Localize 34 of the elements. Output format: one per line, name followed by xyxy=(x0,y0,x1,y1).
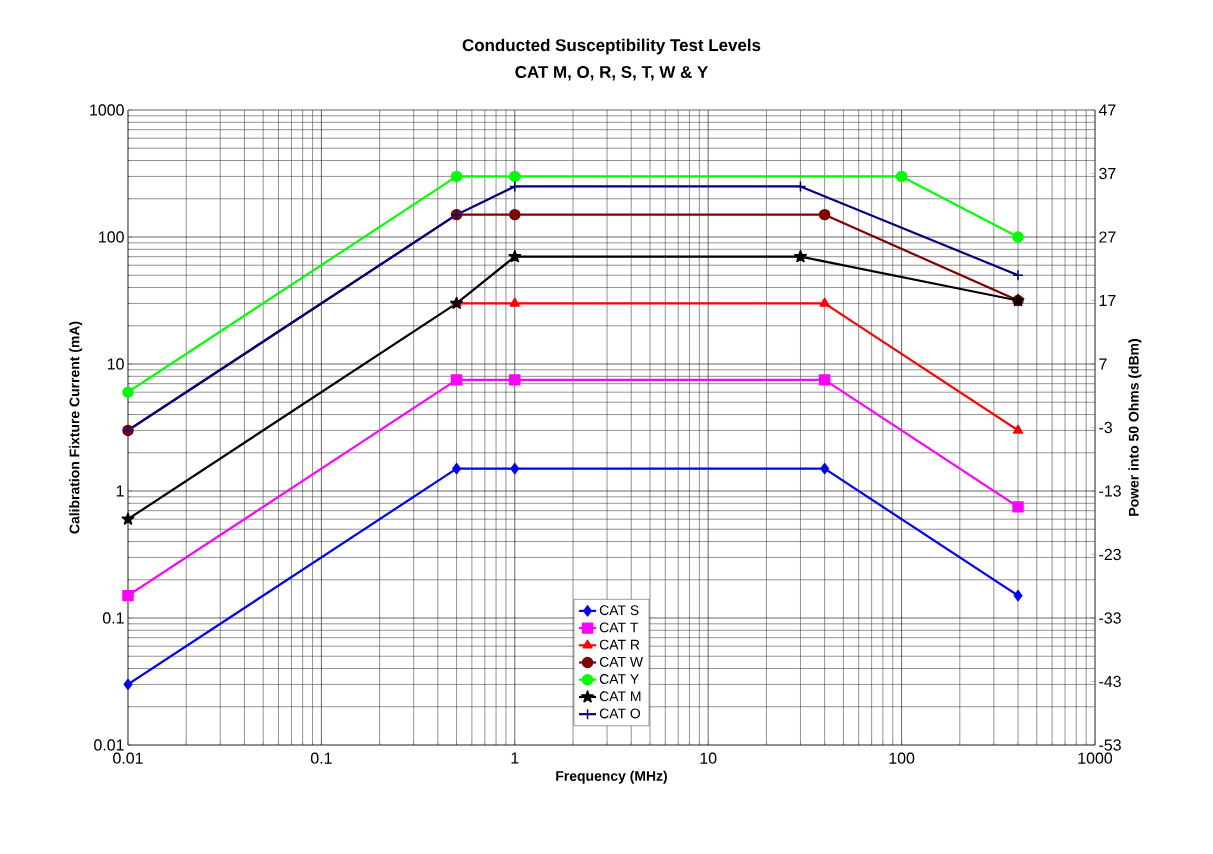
y2-tick-label: -53 xyxy=(1099,739,1121,751)
legend-label: CAT W xyxy=(599,656,643,667)
y-axis-title: Calibration Fixture Current (mA) xyxy=(69,321,83,534)
x-tick-label: 1 xyxy=(511,752,519,764)
y-tick-label: 0.1 xyxy=(102,612,124,624)
y-tick-label: 0.01 xyxy=(94,739,124,751)
legend-label: CAT O xyxy=(599,708,641,719)
x-tick-label: 1000 xyxy=(1078,752,1113,764)
chart-title: Conducted Susceptibility Test Levels xyxy=(462,38,761,55)
x-axis-title: Frequency (MHz) xyxy=(556,770,667,784)
y2-tick-label: 27 xyxy=(1099,231,1116,243)
x-tick-label: 10 xyxy=(700,752,717,764)
y-tick-label: 10 xyxy=(107,358,124,370)
y2-tick-label: -43 xyxy=(1099,675,1121,688)
legend-label: CAT T xyxy=(599,622,639,633)
x-tick-label: 100 xyxy=(889,752,915,764)
y2-axis-title: Power into 50 Ohms (dBm) xyxy=(1128,339,1142,516)
y2-tick-label: -13 xyxy=(1099,485,1121,497)
y2-tick-label: 17 xyxy=(1099,295,1116,306)
legend-label: CAT M xyxy=(599,691,641,702)
y-tick-label: 1 xyxy=(116,485,124,497)
y2-tick-label: -23 xyxy=(1099,548,1121,561)
legend-label: CAT R xyxy=(599,639,640,650)
chart-subtitle: CAT M, O, R, S, T, W & Y xyxy=(515,66,708,81)
x-tick-label: 0.1 xyxy=(310,752,332,764)
y2-tick-label: -3 xyxy=(1099,421,1113,434)
legend-label: CAT Y xyxy=(599,674,639,684)
y2-tick-label: 7 xyxy=(1099,358,1107,370)
y-tick-label: 1000 xyxy=(90,104,124,116)
y2-tick-label: -33 xyxy=(1099,612,1121,624)
y2-tick-label: 37 xyxy=(1099,167,1116,180)
y-tick-label: 100 xyxy=(99,231,124,243)
legend-label: CAT S xyxy=(599,605,639,616)
y2-tick-label: 47 xyxy=(1098,104,1116,116)
